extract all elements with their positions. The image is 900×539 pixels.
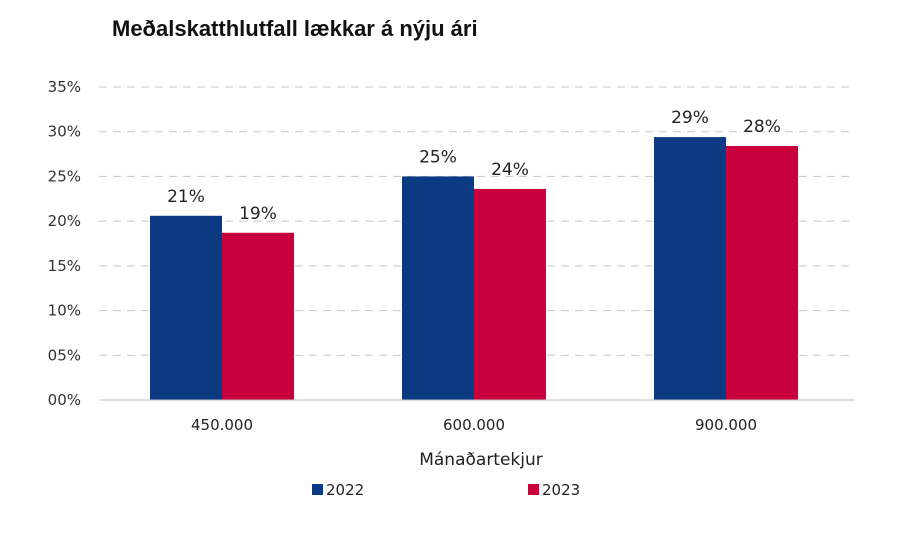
- y-tick-label: 30%: [48, 123, 81, 141]
- legend-swatch-2022: [312, 484, 323, 495]
- legend-swatch-2023: [528, 484, 539, 495]
- data-labels: 21% 19% 25% 24% 29% 28%: [167, 108, 781, 224]
- bar-2023-900.000: [726, 146, 798, 400]
- x-category-label: 900.000: [695, 416, 757, 434]
- x-axis-categories: 450.000 600.000 900.000: [191, 416, 757, 434]
- bar-2022-900.000: [654, 137, 726, 400]
- bars: [150, 137, 798, 400]
- y-tick-label: 10%: [48, 302, 81, 320]
- data-label: 21%: [167, 187, 205, 207]
- legend: 2022 2023: [312, 481, 580, 499]
- legend-label-2022: 2022: [326, 481, 364, 499]
- data-label: 24%: [491, 160, 529, 180]
- data-label: 25%: [419, 147, 457, 167]
- bar-2022-600.000: [402, 176, 474, 400]
- x-category-label: 600.000: [443, 416, 505, 434]
- data-label: 28%: [743, 117, 781, 137]
- data-label: 29%: [671, 108, 709, 128]
- y-tick-label: 35%: [48, 78, 81, 96]
- bar-2023-450.000: [222, 232, 294, 400]
- legend-label-2023: 2023: [542, 481, 580, 499]
- data-label: 19%: [239, 204, 277, 224]
- y-tick-label: 15%: [48, 257, 81, 275]
- bar-2023-600.000: [474, 188, 546, 400]
- y-tick-label: 05%: [48, 346, 81, 364]
- bar-2022-450.000: [150, 215, 222, 400]
- y-tick-label: 20%: [48, 212, 81, 230]
- y-tick-label: 25%: [48, 167, 81, 185]
- y-axis-ticks: 00% 05% 10% 15% 20% 25% 30% 35%: [48, 78, 81, 409]
- chart-title: Meðalskatthlutfall lækkar á nýju ári: [112, 16, 478, 41]
- x-category-label: 450.000: [191, 416, 253, 434]
- y-tick-label: 00%: [48, 391, 81, 409]
- x-axis-title: Mánaðartekjur: [419, 450, 543, 470]
